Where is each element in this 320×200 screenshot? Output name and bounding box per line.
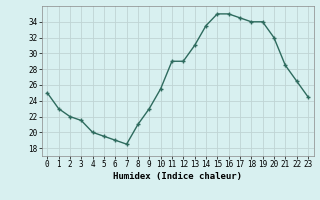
X-axis label: Humidex (Indice chaleur): Humidex (Indice chaleur) (113, 172, 242, 181)
